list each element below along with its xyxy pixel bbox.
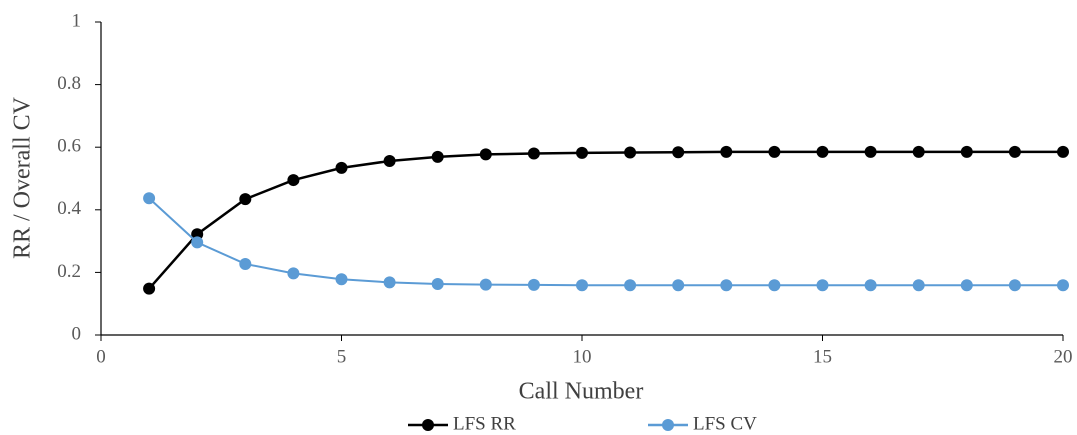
data-point [1008, 279, 1021, 292]
data-point [912, 279, 925, 292]
y-tick-label: 1 [72, 10, 82, 31]
legend-marker [662, 419, 674, 431]
x-tick-label: 15 [813, 346, 832, 367]
y-tick-label: 0 [72, 323, 82, 344]
data-point [479, 148, 492, 161]
x-tick-label: 0 [96, 346, 106, 367]
data-point [624, 146, 637, 159]
legend-label: LFS CV [693, 413, 757, 434]
data-point [576, 279, 588, 292]
data-point [143, 192, 156, 205]
data-point [383, 276, 396, 289]
series-line [148, 197, 1063, 287]
data-point [576, 146, 588, 159]
data-point [239, 257, 252, 270]
data-point [335, 273, 348, 286]
data-point [864, 279, 877, 292]
x-tick-label: 20 [1054, 346, 1073, 367]
data-point [527, 278, 540, 291]
data-point [239, 193, 252, 206]
data-point [431, 150, 444, 163]
data-point [624, 279, 637, 292]
y-tick-label: 0.2 [57, 261, 81, 282]
data-point [672, 146, 685, 159]
y-tick-label: 0.8 [57, 73, 81, 94]
data-point [383, 154, 396, 167]
y-axis-title: RR / Overall CV [10, 96, 36, 259]
x-tick-label: 5 [337, 346, 347, 367]
data-point [768, 145, 781, 158]
data-point [1057, 145, 1069, 158]
data-point [864, 145, 877, 158]
y-tick-label: 0.4 [57, 198, 81, 219]
x-axis-title: Call Number [519, 379, 644, 405]
data-point [527, 147, 540, 160]
data-point [431, 277, 444, 290]
data-point [768, 279, 781, 292]
data-point [720, 279, 733, 292]
x-tick-label: 10 [573, 346, 592, 367]
data-point [287, 174, 300, 187]
data-point [720, 145, 733, 158]
data-point [335, 161, 348, 174]
y-tick-label: 0.6 [57, 136, 81, 157]
data-point [143, 282, 156, 295]
data-point [960, 279, 973, 292]
data-point [479, 278, 492, 291]
data-point [816, 145, 829, 158]
data-point [1008, 145, 1021, 158]
data-point [672, 279, 685, 292]
legend-marker [422, 419, 434, 431]
data-point [191, 236, 204, 249]
data-point [287, 267, 300, 280]
data-point [1057, 279, 1069, 292]
data-point [816, 279, 829, 292]
data-point [960, 145, 973, 158]
data-point [912, 145, 925, 158]
series-line [148, 150, 1063, 290]
legend-label: LFS RR [453, 413, 516, 434]
